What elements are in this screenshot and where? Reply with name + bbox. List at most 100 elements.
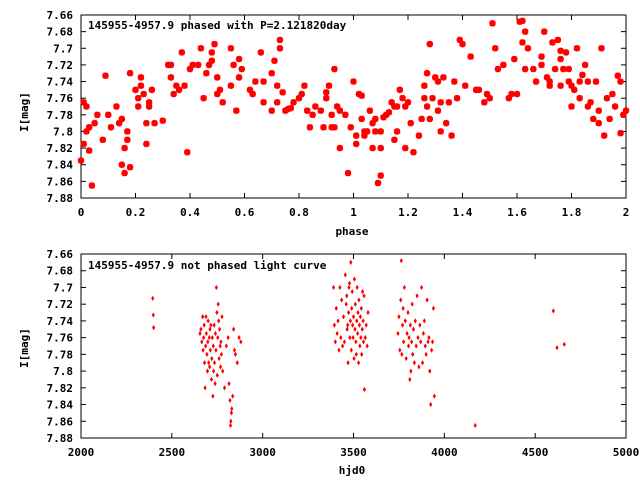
unphased-data-point [331, 284, 336, 291]
phased-data-point [368, 143, 377, 153]
unphased-data-point [205, 351, 209, 357]
phased-data-points [76, 16, 631, 190]
unphased-data-point [200, 339, 204, 345]
unphased-data-point [354, 339, 358, 345]
phased-data-point [561, 48, 571, 57]
unphased-data-point [215, 372, 219, 378]
phased-data-point [259, 98, 268, 107]
phased-data-point [311, 102, 320, 111]
phased-data-point [166, 73, 176, 82]
phased-data-point [553, 35, 563, 45]
unphased-data-point [398, 347, 402, 353]
unphased-data-point [345, 293, 349, 299]
unphased-data-point [353, 326, 357, 332]
phased-data-point [613, 71, 623, 81]
unphased-data-point [151, 312, 155, 318]
phased-data-point [234, 54, 244, 64]
unphased-data-point [346, 322, 350, 328]
phased-data-point [182, 147, 192, 157]
unphased-data-point [422, 318, 426, 324]
phased-data-point [188, 60, 198, 70]
unphased-data-point [355, 318, 359, 324]
unphased-y-tick-label: 7.74 [47, 315, 74, 328]
unphased-data-point [228, 397, 232, 403]
phased-data-point [370, 127, 380, 136]
unphased-data-point [222, 385, 227, 391]
phased-data-point [237, 64, 247, 74]
unphased-data-point [429, 401, 433, 408]
unphased-data-point [207, 360, 211, 366]
unphased-data-point [350, 322, 355, 328]
unphased-data-point [396, 330, 400, 337]
phased-data-point [507, 89, 516, 99]
unphased-data-point [232, 347, 237, 353]
phased-x-tick-label: 0.2 [126, 206, 146, 219]
phased-data-point [169, 89, 178, 99]
unphased-data-point [211, 393, 215, 399]
phased-x-axis-label: phase [335, 225, 368, 238]
unphased-data-point [216, 301, 220, 307]
phased-y-axis-label: I[mag] [18, 92, 31, 132]
unphased-data-point [404, 355, 408, 362]
phased-data-point [305, 122, 315, 132]
phased-data-point [520, 64, 530, 74]
phased-data-point [199, 93, 208, 103]
phased-data-point [425, 114, 435, 124]
phased-data-point [567, 102, 576, 111]
phased-data-point [275, 35, 285, 45]
phased-data-point [616, 77, 625, 86]
phased-data-point [144, 98, 154, 107]
unphased-data-point [213, 381, 217, 387]
phased-y-tick-label: 7.66 [47, 9, 74, 22]
phased-data-point [417, 114, 426, 124]
phased-plot-frame [80, 14, 627, 199]
phased-data-point [136, 73, 146, 82]
phased-data-point [123, 135, 132, 145]
phased-data-point [436, 127, 446, 136]
phased-x-tick-label: 0.8 [289, 206, 309, 219]
phased-data-point [327, 110, 337, 120]
phased-data-point [229, 60, 238, 70]
unphased-data-point [432, 393, 436, 399]
unphased-data-point [430, 339, 435, 345]
unphased-data-point [411, 351, 415, 357]
phased-x-tick-label: 0.4 [180, 206, 200, 219]
phased-data-point [447, 131, 456, 140]
phased-data-point [133, 93, 143, 103]
unphased-data-point [198, 330, 202, 337]
phased-data-point [512, 89, 522, 99]
unphased-data-point [400, 351, 404, 357]
unphased-y-tick-label: 7.86 [47, 415, 74, 428]
unphased-data-point [218, 343, 222, 349]
phased-data-point [297, 89, 307, 99]
unphased-data-point [332, 322, 337, 328]
unphased-data-point [152, 325, 156, 331]
unphased-data-point [402, 339, 406, 345]
phased-data-point [98, 135, 108, 145]
phased-data-point [599, 131, 609, 140]
unphased-data-point [401, 305, 405, 311]
phased-y-tick-label: 7.8 [53, 125, 73, 138]
unphased-data-point [335, 330, 339, 337]
unphased-data-point [212, 360, 217, 366]
unphased-data-point [337, 347, 341, 353]
phased-data-point [591, 77, 601, 86]
phased-data-point [485, 93, 495, 103]
unphased-y-tick-label: 7.82 [47, 382, 74, 395]
phased-data-point [460, 81, 470, 91]
phased-data-point [398, 93, 407, 103]
phased-data-point [578, 70, 587, 80]
phased-x-tick-label: 1.6 [507, 206, 527, 219]
phased-data-point [226, 81, 236, 91]
phased-data-point [82, 102, 91, 111]
phased-data-point [605, 114, 614, 124]
unphased-data-point [212, 368, 216, 374]
phased-data-point [248, 89, 257, 99]
phased-y-tick-label: 7.82 [47, 142, 74, 155]
unphased-data-point [352, 276, 357, 282]
phased-data-point [569, 85, 579, 95]
unphased-y-tick-label: 7.68 [47, 265, 74, 278]
phased-data-point [597, 43, 606, 53]
phased-data-point [308, 110, 317, 120]
phased-data-point [390, 135, 399, 145]
